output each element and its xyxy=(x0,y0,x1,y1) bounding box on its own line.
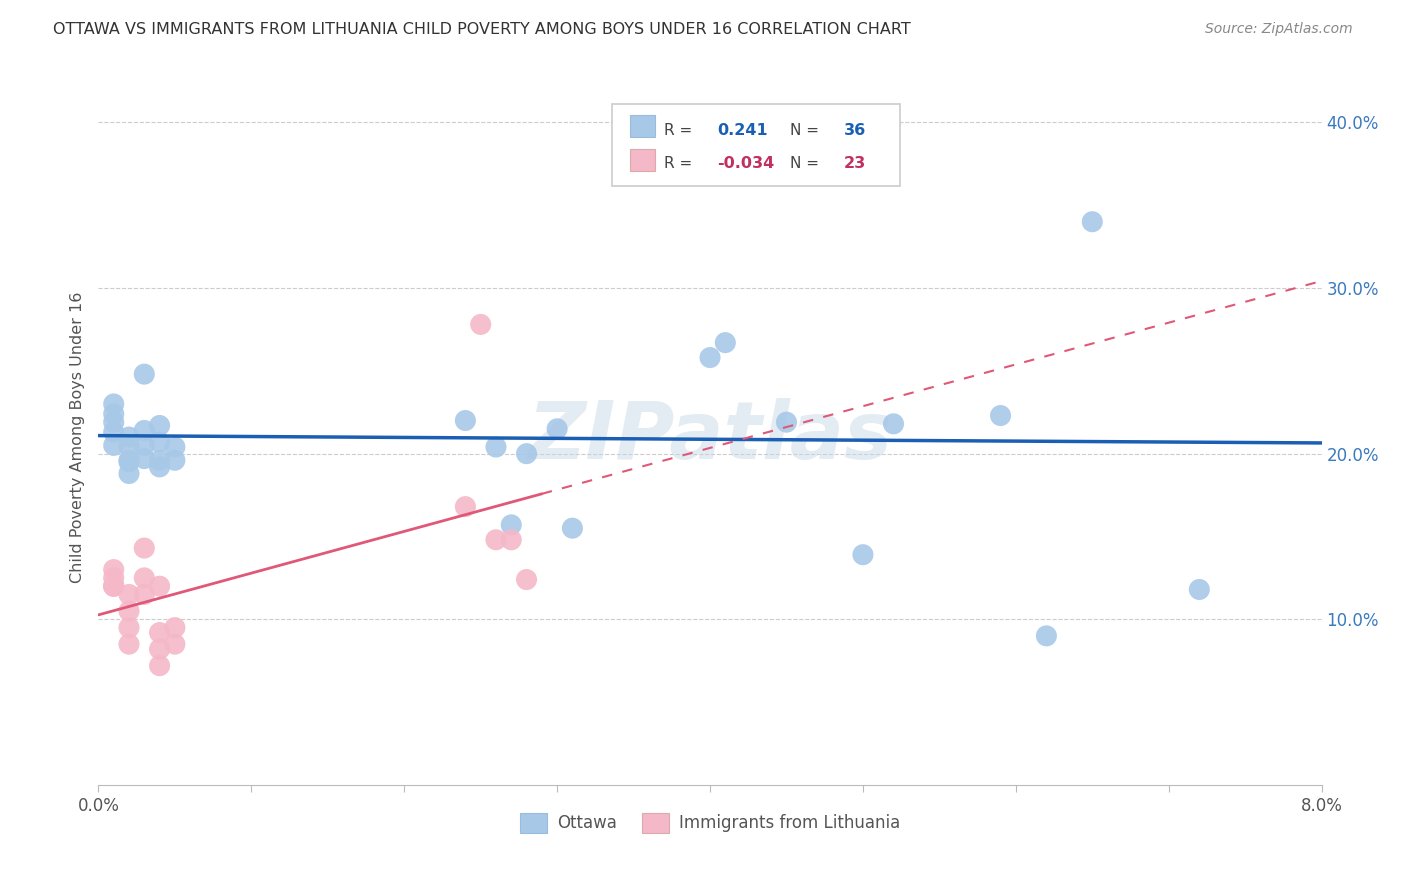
Text: OTTAWA VS IMMIGRANTS FROM LITHUANIA CHILD POVERTY AMONG BOYS UNDER 16 CORRELATIO: OTTAWA VS IMMIGRANTS FROM LITHUANIA CHIL… xyxy=(53,22,911,37)
Point xyxy=(118,467,141,481)
Point xyxy=(883,417,905,431)
Point xyxy=(134,424,156,438)
Point xyxy=(134,587,156,601)
Point xyxy=(118,455,141,469)
Point xyxy=(699,351,721,365)
Text: N =: N = xyxy=(790,123,820,138)
Point xyxy=(134,541,156,555)
Point xyxy=(149,418,172,433)
Point xyxy=(485,440,508,454)
Text: 23: 23 xyxy=(844,156,866,171)
Point xyxy=(118,637,141,651)
Text: Source: ZipAtlas.com: Source: ZipAtlas.com xyxy=(1205,22,1353,37)
Point xyxy=(163,440,186,454)
Point xyxy=(149,658,172,673)
Text: R =: R = xyxy=(664,156,692,171)
Point xyxy=(561,521,583,535)
Point xyxy=(103,571,125,585)
Point xyxy=(118,587,141,601)
Point xyxy=(501,517,523,532)
Point xyxy=(470,318,492,332)
Point xyxy=(454,500,477,514)
Point xyxy=(1035,629,1057,643)
Point xyxy=(118,604,141,618)
Point xyxy=(149,579,172,593)
Point xyxy=(149,435,172,450)
Legend: Ottawa, Immigrants from Lithuania: Ottawa, Immigrants from Lithuania xyxy=(513,806,907,839)
Point xyxy=(1081,215,1104,229)
Text: N =: N = xyxy=(790,156,820,171)
Point xyxy=(118,430,141,444)
Point xyxy=(163,621,186,635)
Point xyxy=(775,415,797,429)
Point xyxy=(149,453,172,467)
Point xyxy=(103,579,125,593)
Text: -0.034: -0.034 xyxy=(717,156,775,171)
Point xyxy=(852,548,875,562)
Point xyxy=(134,571,156,585)
Point xyxy=(516,573,538,587)
Text: ZIPatlas: ZIPatlas xyxy=(527,398,893,476)
Y-axis label: Child Poverty Among Boys Under 16: Child Poverty Among Boys Under 16 xyxy=(69,292,84,582)
Point xyxy=(103,438,125,452)
Point xyxy=(118,440,141,454)
Text: 36: 36 xyxy=(844,123,866,138)
Point xyxy=(163,637,186,651)
Point xyxy=(714,335,737,350)
Point xyxy=(516,447,538,461)
Point xyxy=(1188,582,1211,597)
Point xyxy=(134,451,156,466)
Point xyxy=(103,425,125,439)
Point xyxy=(118,621,141,635)
Point xyxy=(103,415,125,429)
Point xyxy=(103,579,125,593)
Point xyxy=(134,367,156,381)
Point xyxy=(103,397,125,411)
Point xyxy=(134,438,156,452)
Point xyxy=(118,453,141,467)
Point xyxy=(103,579,125,593)
Point xyxy=(149,459,172,474)
Text: 0.241: 0.241 xyxy=(717,123,768,138)
Point xyxy=(485,533,508,547)
Point xyxy=(149,642,172,657)
Text: R =: R = xyxy=(664,123,692,138)
Point xyxy=(103,407,125,421)
Point xyxy=(103,563,125,577)
Point xyxy=(623,169,645,183)
Point xyxy=(990,409,1012,423)
Point xyxy=(149,625,172,640)
Point xyxy=(546,422,568,436)
Point xyxy=(163,453,186,467)
Point xyxy=(501,533,523,547)
Point xyxy=(454,413,477,427)
